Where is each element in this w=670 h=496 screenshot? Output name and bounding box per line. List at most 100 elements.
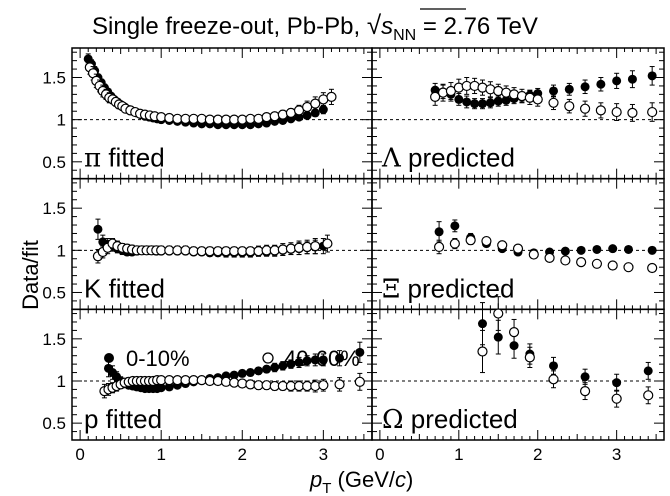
data-point: [262, 364, 272, 374]
data-point: [229, 370, 239, 380]
data-point: [612, 76, 622, 86]
panel-label-symbol: Λ: [381, 144, 402, 174]
series-peripheral: [84, 60, 337, 125]
data-point: [595, 105, 606, 116]
data-point: [253, 113, 264, 124]
data-point: [449, 238, 460, 249]
y-tick-label: 0.5: [42, 283, 66, 302]
data-point: [528, 249, 539, 260]
data-point: [485, 98, 495, 108]
panel-label: p fitted: [84, 404, 162, 434]
panel-p: 0.5 1 1.5 0 1 2 3 p fitted: [42, 308, 373, 464]
figure-title: Single freeze-out, Pb-Pb, √sNN = 2.76 Te…: [92, 10, 538, 44]
data-point: [576, 257, 587, 268]
data-point: [302, 356, 312, 366]
x-tick-label: 3: [319, 445, 328, 464]
data-point: [549, 86, 559, 96]
data-point: [245, 368, 255, 378]
data-point: [294, 357, 304, 367]
data-point: [481, 235, 492, 247]
data-point: [623, 244, 633, 254]
data-point: [549, 361, 559, 371]
data-point: [310, 98, 321, 109]
panel-frame: [371, 308, 665, 441]
data-point: [576, 245, 586, 255]
y-tick-label: 1: [57, 372, 66, 391]
data-point: [310, 355, 320, 365]
data-point: [591, 258, 603, 269]
data-point: [611, 106, 622, 118]
data-point: [477, 319, 487, 329]
title-s: s: [381, 13, 393, 40]
series-peripheral: [99, 372, 365, 399]
panel-label: Ξ predicted: [382, 273, 514, 304]
data-point: [579, 386, 591, 397]
data-point: [270, 363, 280, 373]
y-tick-label: 0.5: [42, 153, 66, 172]
data-point: [544, 252, 555, 264]
y-tick-label: 1: [57, 111, 66, 130]
data-point: [548, 97, 559, 108]
panel-label-text: predicted: [404, 404, 518, 434]
data-point: [564, 101, 575, 112]
data-point: [156, 383, 166, 393]
x-tick-label: 2: [238, 445, 247, 464]
data-point: [592, 244, 602, 254]
data-point: [623, 262, 634, 273]
data-point: [318, 355, 328, 365]
x-tick-label: 0: [75, 445, 84, 464]
data-point: [430, 91, 441, 102]
legend-marker-central: [104, 353, 114, 363]
data-point: [470, 99, 480, 109]
y-tick-label: 1.5: [42, 69, 66, 88]
panel-Lambda: Λ predicted: [371, 47, 665, 180]
legend-label-peripheral: 40-60%: [284, 346, 360, 371]
data-point: [335, 353, 345, 363]
data-point: [497, 240, 508, 251]
panel-Omega: 0 1 2 3 Ω predicted: [371, 296, 665, 464]
x-axis-label: pT (GeV/c): [309, 467, 413, 496]
data-point: [465, 235, 476, 246]
x-label-close: ): [406, 467, 413, 492]
data-point: [611, 393, 622, 404]
data-point: [493, 332, 503, 342]
data-point: [612, 378, 622, 388]
data-point: [310, 241, 321, 252]
data-point: [477, 346, 488, 357]
data-point: [509, 341, 519, 351]
panel-Xi: Ξ predicted: [371, 177, 665, 311]
data-point: [237, 368, 247, 378]
data-point: [450, 221, 460, 231]
title-prefix: Single freeze-out, Pb-Pb,: [92, 13, 367, 40]
x-tick-label: 0: [375, 445, 384, 464]
x-label-t: T: [322, 480, 331, 496]
panel-grid: 0.5 1 1.5 π fitted Λ predicted 0.5 1 1.5 K fitte…: [42, 47, 665, 464]
panel-label-symbol: π: [84, 144, 101, 174]
data-point: [647, 106, 658, 118]
x-label-c: c: [395, 467, 406, 492]
series-peripheral: [92, 234, 333, 264]
data-point: [454, 94, 464, 104]
x-tick-label: 3: [612, 445, 621, 464]
series-peripheral: [477, 296, 654, 408]
data-point: [580, 372, 590, 382]
data-point: [493, 308, 504, 319]
data-point: [647, 245, 657, 255]
data-point: [269, 111, 280, 122]
x-tick-label: 1: [156, 445, 165, 464]
data-point: [477, 99, 487, 109]
panel-label: Ω predicted: [382, 404, 518, 435]
data-point: [434, 227, 444, 237]
panel-label-text: predicted: [400, 273, 514, 303]
data-point: [326, 91, 337, 102]
panel-K: 0.5 1 1.5 K fitted: [42, 177, 373, 311]
data-point: [643, 366, 653, 376]
data-point: [277, 109, 288, 120]
series-central: [477, 302, 653, 392]
data-point: [355, 347, 365, 357]
data-point: [607, 260, 618, 271]
x-label-open: (GeV/: [331, 467, 395, 492]
data-point: [334, 379, 345, 390]
series-peripheral: [430, 77, 658, 122]
